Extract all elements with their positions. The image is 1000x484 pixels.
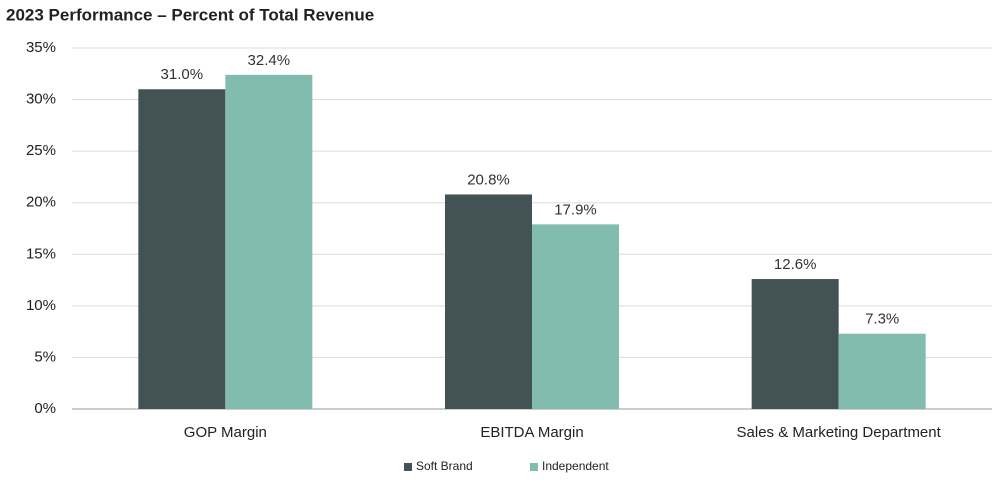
value-label: 32.4%: [248, 52, 291, 69]
y-tick-label: 30%: [26, 91, 56, 108]
bar: [225, 74, 313, 410]
bar: [838, 333, 926, 409]
value-label: 20.8%: [467, 171, 510, 188]
y-tick-label: 35%: [26, 39, 56, 56]
chart-title: 2023 Performance – Percent of Total Reve…: [6, 5, 374, 24]
y-tick-label: 0%: [34, 400, 56, 417]
y-tick-label: 5%: [34, 348, 56, 365]
bar: [751, 279, 839, 409]
legend-label: Soft Brand: [416, 459, 473, 473]
bar: [532, 224, 619, 409]
legend-swatch: [404, 463, 412, 471]
legend-swatch: [530, 463, 538, 471]
x-tick-label: EBITDA Margin: [480, 424, 583, 441]
bar: [445, 194, 532, 409]
x-tick-label: GOP Margin: [184, 424, 267, 441]
value-label: 7.3%: [865, 311, 899, 328]
value-label: 17.9%: [554, 201, 597, 218]
bar: [138, 89, 226, 409]
y-tick-label: 10%: [26, 297, 56, 314]
value-label: 12.6%: [774, 256, 817, 273]
y-tick-label: 25%: [26, 142, 56, 159]
y-tick-label: 15%: [26, 245, 56, 262]
x-tick-label: Sales & Marketing Department: [737, 424, 942, 441]
legend-label: Independent: [542, 459, 609, 473]
y-tick-label: 20%: [26, 194, 56, 211]
value-label: 31.0%: [161, 66, 204, 83]
